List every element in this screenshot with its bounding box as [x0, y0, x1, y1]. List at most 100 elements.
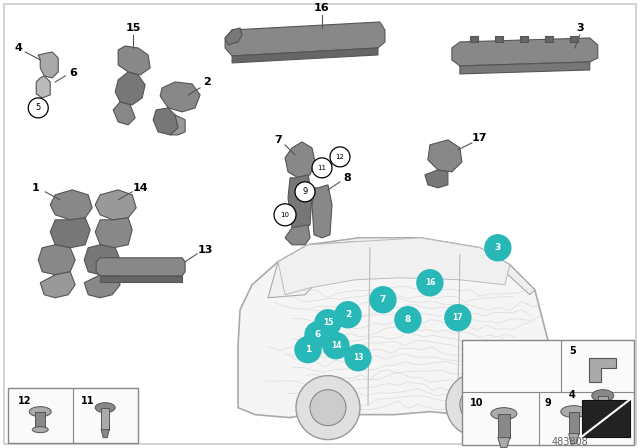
Polygon shape [40, 272, 76, 298]
Text: 11: 11 [317, 165, 326, 171]
Text: 6: 6 [315, 330, 321, 339]
Text: 13: 13 [353, 353, 364, 362]
Polygon shape [520, 36, 528, 42]
Polygon shape [570, 36, 578, 42]
Polygon shape [545, 36, 553, 42]
Text: 8: 8 [405, 315, 411, 324]
Text: 1: 1 [31, 183, 39, 193]
Polygon shape [95, 190, 136, 220]
Polygon shape [589, 358, 616, 382]
Text: 9: 9 [302, 187, 308, 196]
Polygon shape [113, 102, 135, 125]
Polygon shape [96, 258, 185, 276]
Polygon shape [495, 36, 503, 42]
Text: 5: 5 [36, 103, 41, 112]
Bar [101, 408, 109, 430]
Ellipse shape [561, 405, 587, 418]
Text: 483808: 483808 [552, 437, 588, 447]
Polygon shape [118, 46, 150, 75]
Polygon shape [278, 238, 510, 295]
Text: 16: 16 [425, 278, 435, 287]
Text: 15: 15 [125, 23, 141, 33]
Text: 12: 12 [335, 154, 344, 160]
Polygon shape [225, 28, 242, 45]
Circle shape [296, 376, 360, 439]
Polygon shape [84, 245, 120, 275]
Text: 17: 17 [452, 313, 463, 322]
Polygon shape [100, 276, 182, 282]
Circle shape [312, 158, 332, 178]
Circle shape [395, 307, 421, 333]
Text: 5: 5 [569, 346, 575, 356]
Circle shape [310, 390, 346, 426]
Polygon shape [170, 115, 185, 135]
Ellipse shape [29, 407, 51, 417]
Polygon shape [285, 142, 315, 178]
Polygon shape [95, 218, 132, 248]
Circle shape [335, 302, 361, 328]
Polygon shape [115, 72, 145, 105]
Circle shape [485, 235, 511, 261]
Polygon shape [38, 245, 76, 275]
Polygon shape [288, 175, 312, 230]
Bar [598, 396, 608, 416]
Polygon shape [470, 36, 478, 42]
Polygon shape [160, 82, 200, 112]
Polygon shape [582, 400, 630, 437]
Bar [498, 414, 510, 438]
Bar [35, 412, 45, 430]
Polygon shape [428, 140, 462, 172]
Ellipse shape [592, 390, 614, 402]
Polygon shape [278, 238, 535, 295]
FancyBboxPatch shape [8, 388, 138, 443]
Polygon shape [50, 218, 90, 248]
Polygon shape [232, 48, 378, 63]
Polygon shape [460, 62, 590, 74]
Polygon shape [312, 185, 332, 238]
Circle shape [274, 204, 296, 226]
Text: 9: 9 [545, 398, 552, 408]
Polygon shape [153, 108, 178, 135]
Text: 10: 10 [280, 212, 289, 218]
Polygon shape [101, 430, 109, 438]
Circle shape [295, 337, 321, 363]
Text: 6: 6 [69, 68, 77, 78]
Ellipse shape [95, 403, 115, 413]
Text: 3: 3 [576, 23, 584, 33]
Polygon shape [598, 416, 608, 424]
Text: 8: 8 [343, 173, 351, 183]
Circle shape [370, 287, 396, 313]
Polygon shape [268, 242, 355, 298]
Ellipse shape [32, 426, 48, 433]
FancyBboxPatch shape [462, 340, 634, 444]
Circle shape [445, 305, 471, 331]
Polygon shape [285, 225, 310, 245]
Polygon shape [84, 272, 120, 298]
Text: 12: 12 [19, 396, 32, 406]
Circle shape [417, 270, 443, 296]
Circle shape [315, 310, 341, 336]
Circle shape [460, 387, 496, 422]
Circle shape [305, 322, 331, 348]
Text: 2: 2 [345, 310, 351, 319]
Text: 3: 3 [495, 243, 501, 252]
Text: 7: 7 [380, 295, 386, 304]
Circle shape [295, 182, 315, 202]
Circle shape [28, 98, 48, 118]
Text: 11: 11 [81, 396, 95, 406]
Text: 13: 13 [197, 245, 212, 255]
Polygon shape [36, 76, 50, 98]
Polygon shape [238, 238, 548, 418]
Text: 15: 15 [323, 318, 333, 327]
Polygon shape [569, 434, 579, 444]
Ellipse shape [491, 408, 517, 420]
Text: 4: 4 [569, 390, 575, 400]
Polygon shape [38, 52, 58, 78]
Text: 2: 2 [204, 77, 211, 87]
Text: 7: 7 [274, 135, 282, 145]
Circle shape [446, 373, 510, 437]
Polygon shape [425, 170, 448, 188]
Circle shape [323, 333, 349, 359]
Text: 10: 10 [470, 398, 483, 408]
Text: 14: 14 [331, 341, 341, 350]
